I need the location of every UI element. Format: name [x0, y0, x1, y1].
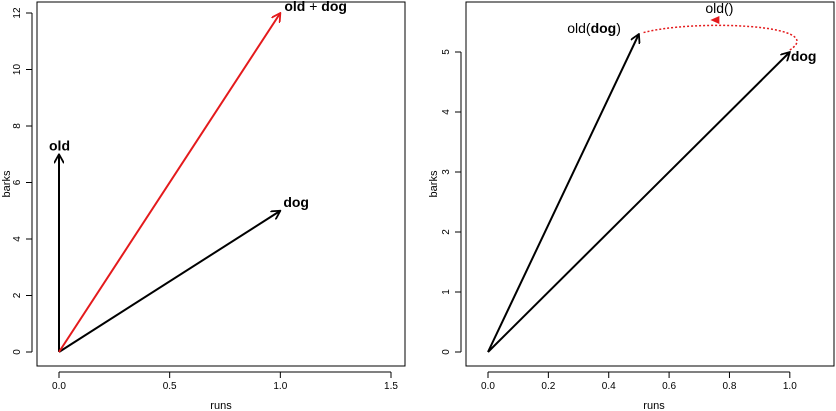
right-panel: 0.0 0.2 0.4 0.6 0.8 1.0 0 1 2 3 4 5 runs barks old… [428, 0, 835, 411]
y-tick-label: 4 [441, 109, 452, 115]
vector-arrow-old-dog- [487, 34, 639, 353]
vector-arrow-dog [487, 52, 790, 353]
x-tick-label: 1.0 [783, 381, 797, 392]
transformation-arc [641, 24, 798, 51]
left-y-axis: 0 2 4 6 8 10 12 [12, 7, 33, 355]
x-tick-label: 1.0 [273, 381, 287, 392]
y-tick-label: 4 [12, 236, 23, 242]
x-tick-label: 0.8 [723, 381, 737, 392]
y-tick-label: 10 [12, 64, 23, 76]
x-tick-label: 0.5 [163, 381, 177, 392]
right-plot-frame [465, 1, 835, 367]
y-tick-label: 8 [12, 123, 23, 129]
vector-label: old(dog) [567, 20, 621, 36]
transformation-label: old() [705, 0, 733, 16]
transformation-arrowhead [710, 16, 720, 24]
left-y-axis-label: barks [1, 170, 13, 197]
right-vectors: old(dog) dog old() [487, 0, 817, 353]
vector-label: dog [283, 194, 309, 210]
y-tick-label: 2 [12, 292, 23, 298]
right-y-axis-label: barks [428, 170, 440, 197]
right-x-axis-label: runs [643, 400, 665, 411]
vector-arrow-dog [58, 211, 280, 353]
x-tick-label: 0.6 [662, 381, 676, 392]
left-x-axis-label: runs [210, 400, 232, 411]
x-tick-label: 0.4 [602, 381, 616, 392]
y-tick-label: 5 [441, 49, 452, 55]
x-tick-label: 0.0 [52, 381, 66, 392]
x-tick-label: 0.2 [541, 381, 555, 392]
y-tick-label: 3 [441, 169, 452, 175]
y-tick-label: 1 [441, 289, 452, 295]
left-panel: 0.0 0.5 1.0 1.5 0 2 4 6 8 10 12 runs barks old dog… [1, 0, 406, 411]
left-plot-frame [36, 1, 406, 367]
right-y-axis: 0 1 2 3 4 5 [441, 49, 462, 355]
y-tick-label: 0 [441, 349, 452, 355]
y-tick-label: 2 [441, 229, 452, 235]
y-tick-label: 6 [12, 179, 23, 185]
x-tick-label: 1.5 [384, 381, 398, 392]
left-vectors: old dog old + dog [49, 0, 347, 353]
vector-arrow-old-dog [58, 13, 280, 353]
x-tick-label: 0.0 [481, 381, 495, 392]
vector-label: old [49, 137, 70, 153]
left-x-axis: 0.0 0.5 1.0 1.5 [52, 371, 398, 392]
vector-label: dog [791, 48, 817, 64]
right-x-axis: 0.0 0.2 0.4 0.6 0.8 1.0 [481, 371, 797, 392]
y-tick-label: 0 [12, 349, 23, 355]
y-tick-label: 12 [12, 7, 23, 19]
vector-label: old + dog [284, 0, 347, 14]
